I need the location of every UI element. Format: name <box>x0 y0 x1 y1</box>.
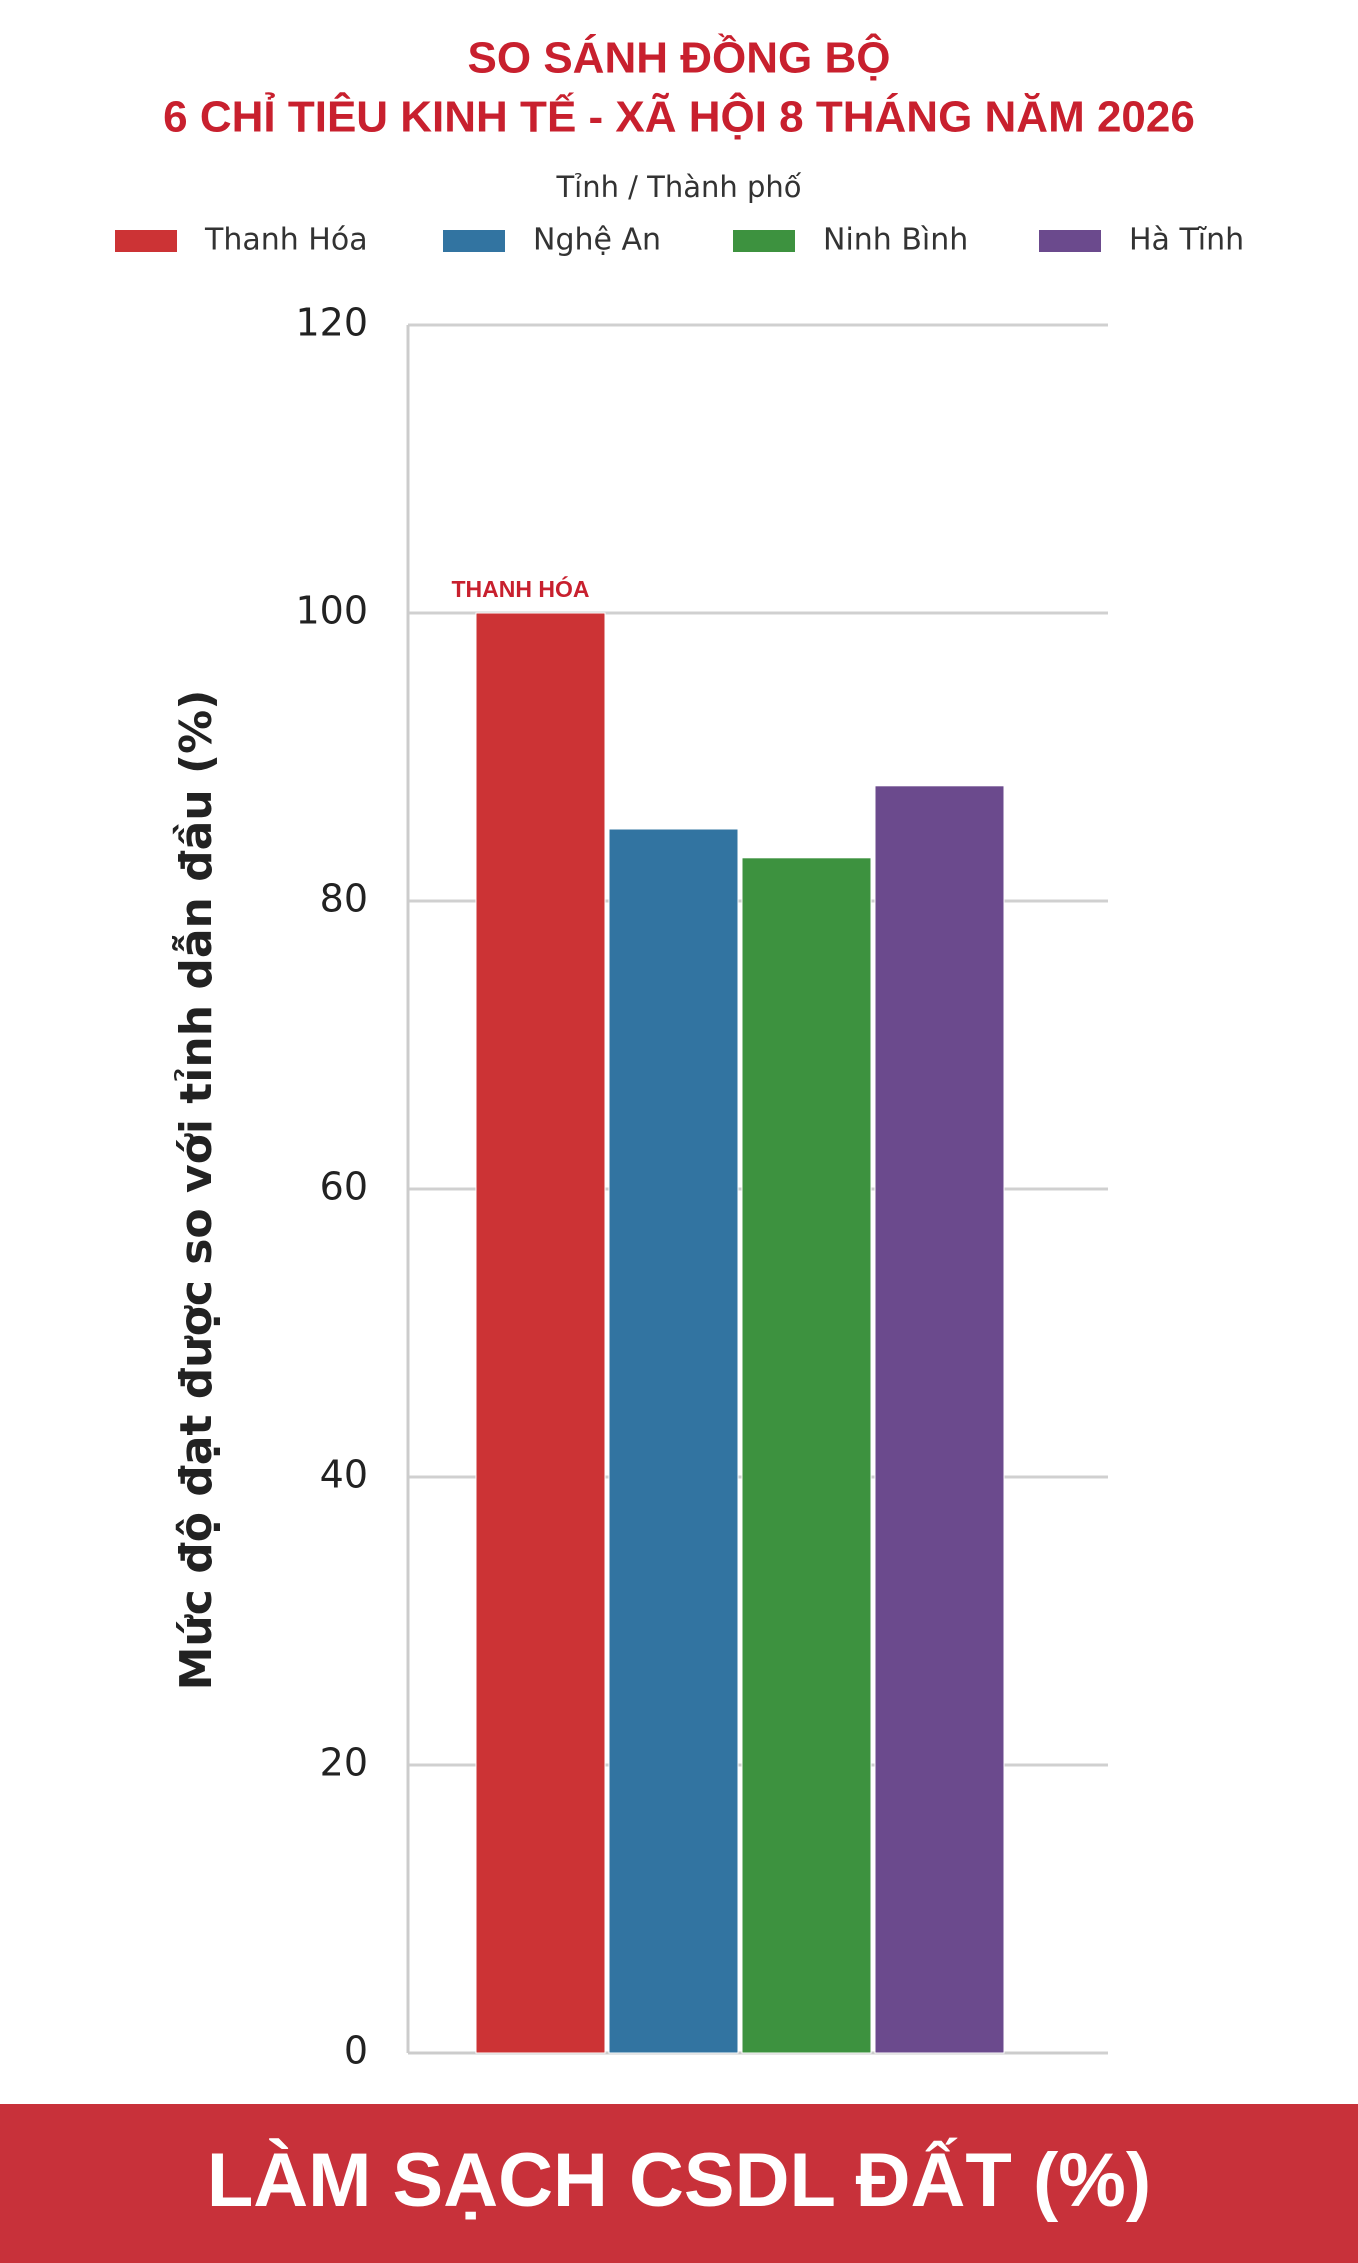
bar-annotation: THANH HÓA <box>452 575 590 602</box>
legend-swatch <box>443 230 505 252</box>
y-tick-label: 0 <box>344 2029 368 2073</box>
y-tick-label: 20 <box>320 1741 368 1785</box>
legend-label: Thanh Hóa <box>204 223 368 258</box>
banner <box>0 2104 1358 2263</box>
legend-swatch <box>1039 230 1101 252</box>
legend-swatch <box>115 230 177 252</box>
y-tick-label: 40 <box>320 1453 368 1497</box>
bar <box>608 828 739 2054</box>
y-tick-label: 80 <box>320 877 368 921</box>
y-axis-label: Mức độ đạt được so với tỉnh dẫn đầu (%) <box>171 690 222 1691</box>
bar <box>475 612 606 2054</box>
banner-text: LÀM SẠCH CSDL ĐẤT (%) <box>207 2138 1151 2223</box>
legend-label: Nghệ An <box>533 223 661 258</box>
legend-swatch <box>733 230 795 252</box>
bar <box>874 785 1005 2054</box>
y-tick-label: 100 <box>295 589 368 633</box>
chart-title: SO SÁNH ĐỒNG BỘ <box>468 32 891 83</box>
bar <box>741 857 872 2054</box>
y-tick-label: 60 <box>320 1165 368 1209</box>
legend-title: Tỉnh / Thành phố <box>555 170 801 204</box>
chart-title: 6 CHỈ TIÊU KINH TẾ - XÃ HỘI 8 THÁNG NĂM … <box>163 91 1195 142</box>
legend-label: Hà Tĩnh <box>1129 223 1244 258</box>
legend-label: Ninh Bình <box>823 223 968 258</box>
y-tick-label: 120 <box>295 301 368 345</box>
